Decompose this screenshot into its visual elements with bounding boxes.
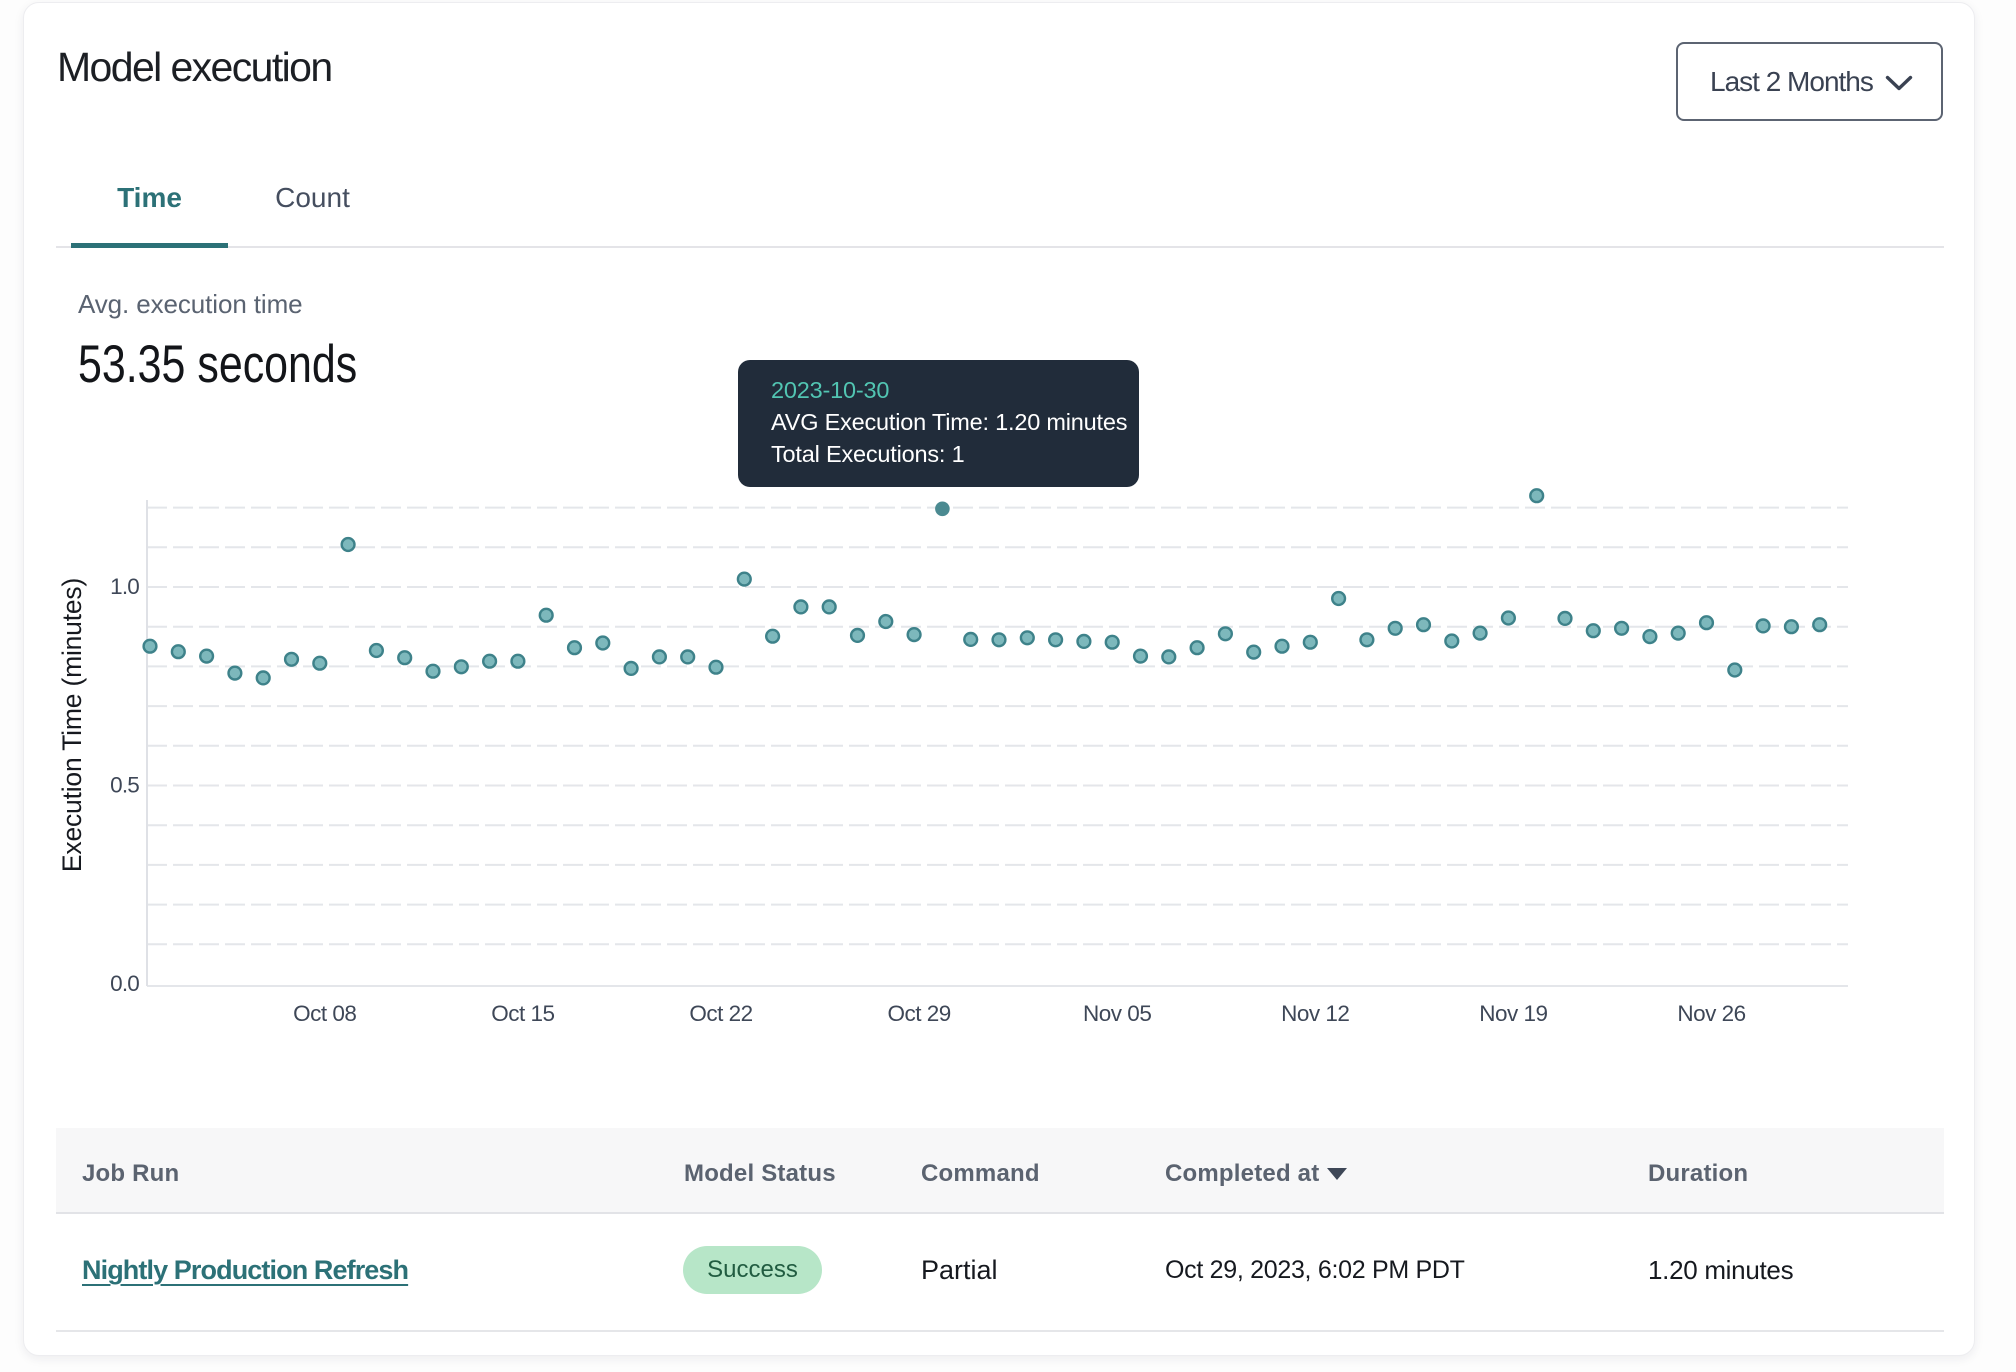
svg-text:Oct 15: Oct 15 <box>491 1001 554 1026</box>
svg-text:Nov 19: Nov 19 <box>1479 1001 1547 1026</box>
svg-text:Nov 12: Nov 12 <box>1281 1001 1349 1026</box>
svg-text:Nov 05: Nov 05 <box>1083 1001 1151 1026</box>
svg-text:Oct 22: Oct 22 <box>689 1001 752 1026</box>
svg-text:Execution Time (minutes): Execution Time (minutes) <box>57 578 87 872</box>
svg-text:Oct 29: Oct 29 <box>887 1001 950 1026</box>
svg-text:1.0: 1.0 <box>110 574 139 599</box>
svg-text:Nov 26: Nov 26 <box>1677 1001 1745 1026</box>
svg-text:Oct 08: Oct 08 <box>293 1001 356 1026</box>
svg-text:0.5: 0.5 <box>110 773 139 798</box>
svg-text:0.0: 0.0 <box>110 971 139 996</box>
